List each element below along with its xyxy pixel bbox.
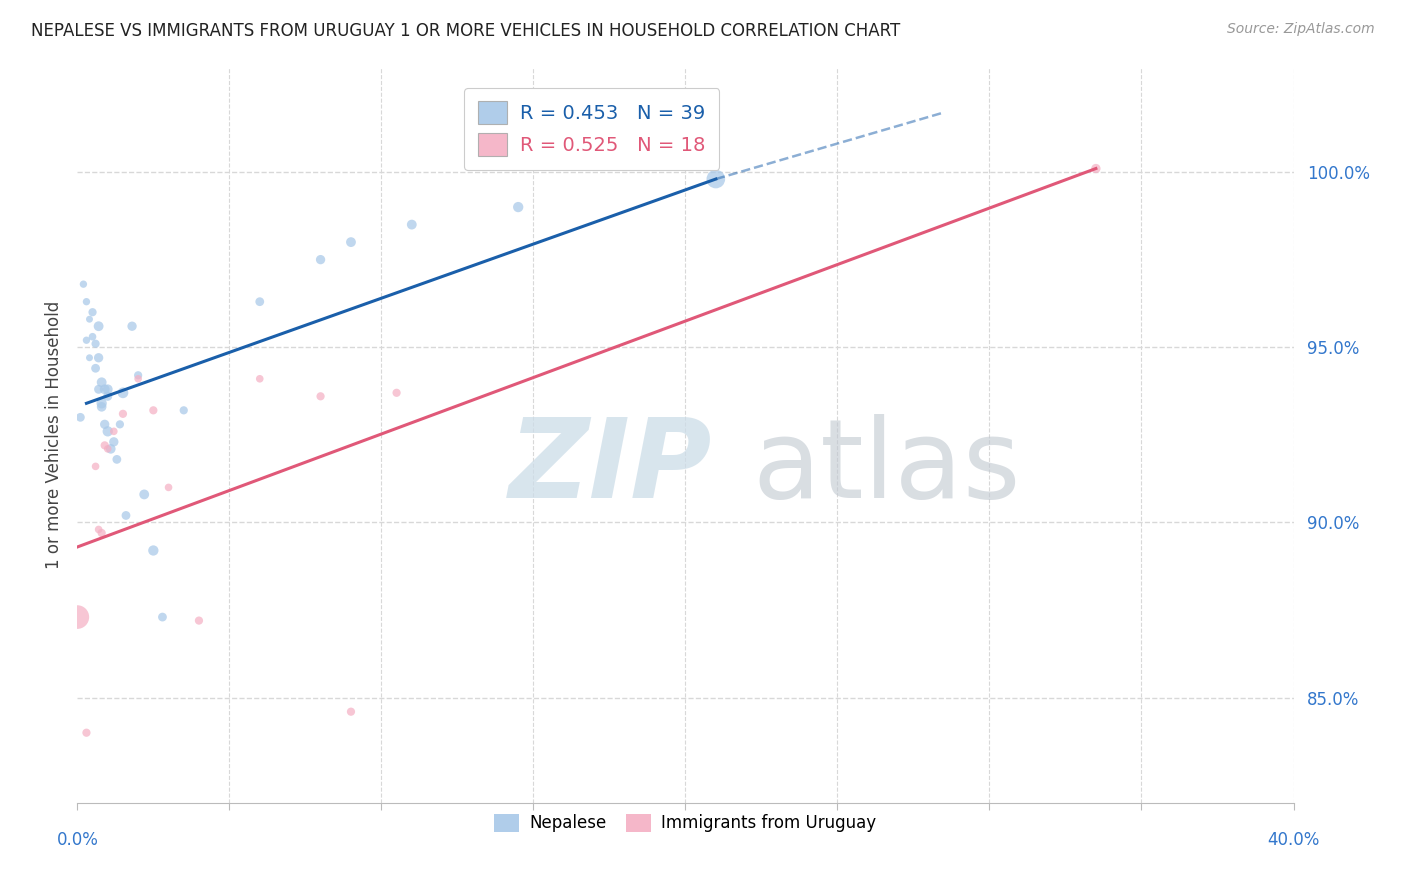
Point (97, 389, 120, 403)
Point (84, 459, 107, 474)
Point (127, 368, 149, 383)
Point (704, 172, 727, 186)
Point (401, 218, 423, 232)
Point (97, 382, 120, 396)
Point (93, 438, 115, 452)
Point (69, 410, 91, 425)
Point (340, 705, 363, 719)
Point (75, 725, 97, 739)
Point (84, 336, 107, 351)
Point (142, 543, 165, 558)
Point (100, 442, 122, 456)
Point (188, 614, 211, 628)
Point (108, 417, 131, 432)
Point (152, 610, 174, 624)
Point (249, 372, 271, 386)
Point (75, 333, 97, 347)
Text: Source: ZipAtlas.com: Source: ZipAtlas.com (1227, 22, 1375, 37)
Text: atlas: atlas (752, 415, 1021, 522)
Point (115, 508, 138, 523)
Point (97, 442, 120, 456)
Point (340, 235, 363, 249)
Text: 0.0%: 0.0% (56, 830, 98, 849)
Point (142, 403, 165, 417)
Text: NEPALESE VS IMMIGRANTS FROM URUGUAY 1 OR MORE VEHICLES IN HOUSEHOLD CORRELATION : NEPALESE VS IMMIGRANTS FROM URUGUAY 1 OR… (31, 22, 900, 40)
Point (66, 610, 89, 624)
Text: ZIP: ZIP (509, 415, 713, 522)
Point (72, 277, 94, 292)
Point (309, 389, 332, 403)
Point (1084, 161, 1107, 176)
Point (79, 351, 101, 365)
Point (173, 403, 195, 417)
Legend: Nepalese, Immigrants from Uruguay: Nepalese, Immigrants from Uruguay (484, 804, 887, 842)
Point (103, 434, 125, 449)
Point (90, 400, 112, 414)
Point (87, 382, 110, 396)
Point (121, 319, 143, 334)
Point (385, 385, 408, 400)
Point (84, 361, 107, 376)
Point (87, 351, 110, 365)
Point (134, 487, 156, 501)
Point (127, 372, 149, 386)
Point (103, 425, 125, 439)
Point (249, 294, 271, 309)
Point (75, 294, 97, 309)
Point (90, 525, 112, 540)
Point (93, 382, 115, 396)
Point (309, 252, 332, 267)
Point (82, 330, 104, 344)
Point (82, 305, 104, 319)
Point (93, 417, 115, 432)
Point (79, 312, 101, 326)
Point (87, 319, 110, 334)
Text: 40.0%: 40.0% (1267, 830, 1320, 849)
Point (97, 425, 120, 439)
Point (111, 385, 134, 400)
Point (105, 452, 128, 467)
Point (111, 407, 134, 421)
Point (87, 523, 110, 537)
Point (508, 200, 530, 214)
Y-axis label: 1 or more Vehicles in Household: 1 or more Vehicles in Household (45, 301, 63, 569)
Point (90, 396, 112, 410)
Point (90, 376, 112, 390)
Point (157, 480, 180, 494)
